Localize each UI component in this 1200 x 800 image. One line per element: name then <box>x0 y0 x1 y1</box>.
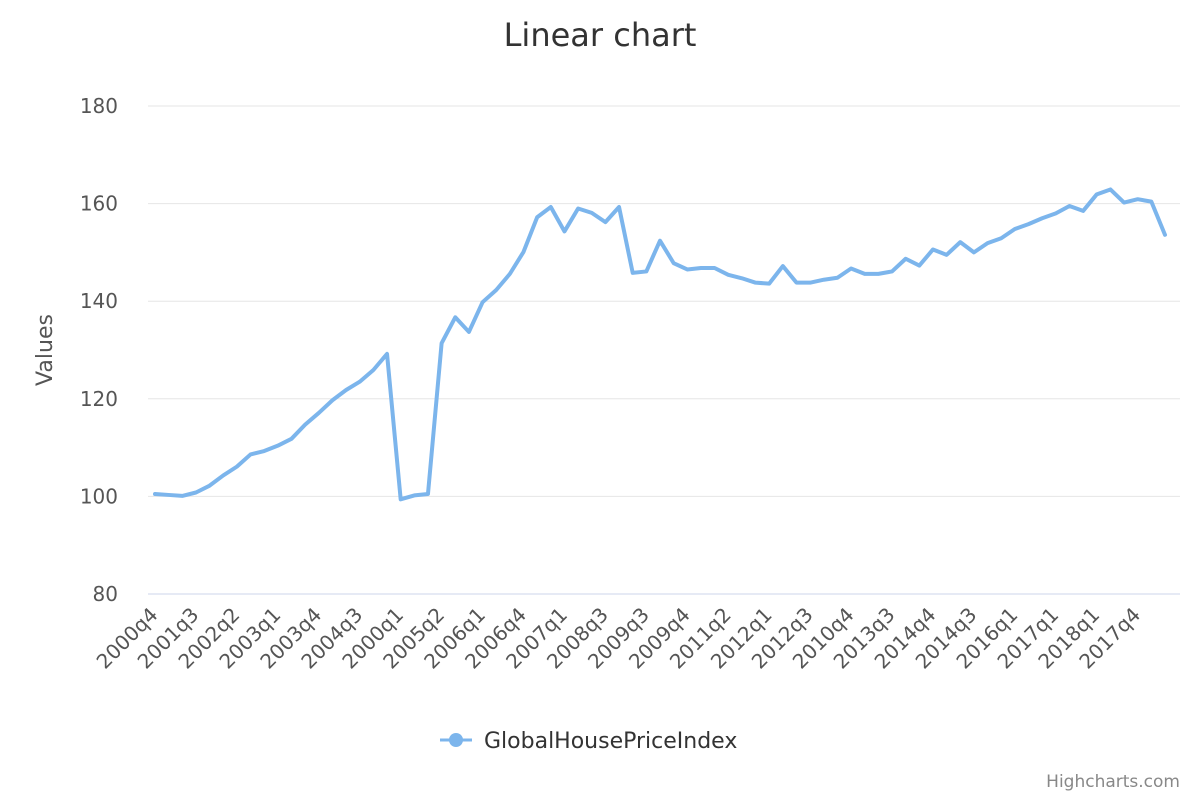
chart-title: Linear chart <box>504 16 697 54</box>
grid-lines <box>148 105 1180 497</box>
data-point[interactable] <box>697 264 705 272</box>
data-point[interactable] <box>929 245 937 253</box>
series-line[interactable] <box>153 187 1167 502</box>
data-point[interactable] <box>1161 231 1169 239</box>
data-point[interactable] <box>956 238 964 246</box>
data-point[interactable] <box>874 270 882 278</box>
data-point[interactable] <box>861 270 869 278</box>
data-point[interactable] <box>301 421 309 429</box>
data-point[interactable] <box>601 218 609 226</box>
legend-label: GlobalHousePriceIndex <box>484 729 737 754</box>
data-point[interactable] <box>943 251 951 259</box>
data-point[interactable] <box>1106 185 1114 193</box>
data-point[interactable] <box>547 203 555 211</box>
data-point[interactable] <box>506 270 514 278</box>
data-point[interactable] <box>765 280 773 288</box>
series-group <box>151 185 1169 503</box>
data-point[interactable] <box>1052 209 1060 217</box>
data-point[interactable] <box>1120 199 1128 207</box>
data-point[interactable] <box>397 495 405 503</box>
data-point[interactable] <box>424 490 432 498</box>
y-tick-label: 120 <box>80 387 118 411</box>
data-point[interactable] <box>451 313 459 321</box>
y-tick-label: 100 <box>80 484 118 508</box>
data-point[interactable] <box>356 378 364 386</box>
data-point[interactable] <box>915 262 923 270</box>
legend-item[interactable]: GlobalHousePriceIndex <box>440 729 737 754</box>
data-point[interactable] <box>984 239 992 247</box>
data-point[interactable] <box>724 271 732 279</box>
data-point[interactable] <box>178 492 186 500</box>
data-point[interactable] <box>465 328 473 336</box>
data-point[interactable] <box>820 276 828 284</box>
data-point[interactable] <box>711 264 719 272</box>
data-point[interactable] <box>247 450 255 458</box>
data-point[interactable] <box>642 267 650 275</box>
data-point[interactable] <box>1147 198 1155 206</box>
data-point[interactable] <box>560 227 568 235</box>
y-tick-label: 180 <box>80 94 118 118</box>
data-point[interactable] <box>833 274 841 282</box>
data-point[interactable] <box>1025 220 1033 228</box>
data-point[interactable] <box>274 442 282 450</box>
data-point[interactable] <box>520 248 528 256</box>
data-point[interactable] <box>629 269 637 277</box>
data-point[interactable] <box>683 265 691 273</box>
data-point[interactable] <box>342 386 350 394</box>
data-point[interactable] <box>1093 190 1101 198</box>
data-point[interactable] <box>165 491 173 499</box>
data-point[interactable] <box>1134 195 1142 203</box>
data-point[interactable] <box>383 350 391 358</box>
data-point[interactable] <box>656 237 664 245</box>
data-point[interactable] <box>492 286 500 294</box>
data-point[interactable] <box>847 265 855 273</box>
data-point[interactable] <box>1038 214 1046 222</box>
data-point[interactable] <box>1011 225 1019 233</box>
y-tick-label: 80 <box>93 582 118 606</box>
data-point[interactable] <box>806 279 814 287</box>
data-point[interactable] <box>151 490 159 498</box>
data-point[interactable] <box>792 279 800 287</box>
credits-link[interactable]: Highcharts.com <box>1046 772 1180 792</box>
legend-marker <box>449 733 463 747</box>
data-point[interactable] <box>438 339 446 347</box>
data-point[interactable] <box>997 234 1005 242</box>
data-point[interactable] <box>219 471 227 479</box>
data-point[interactable] <box>670 259 678 267</box>
data-point[interactable] <box>287 435 295 443</box>
data-point[interactable] <box>779 262 787 270</box>
data-point[interactable] <box>410 491 418 499</box>
y-tick-label: 160 <box>80 192 118 216</box>
data-point[interactable] <box>233 463 241 471</box>
data-point[interactable] <box>902 255 910 263</box>
data-point[interactable] <box>315 409 323 417</box>
data-point[interactable] <box>328 396 336 404</box>
data-point[interactable] <box>970 248 978 256</box>
x-axis-labels: 2000q42001q32002q22003q12003q42004q32000… <box>92 603 1146 674</box>
data-point[interactable] <box>479 298 487 306</box>
data-point[interactable] <box>615 203 623 211</box>
data-point[interactable] <box>888 267 896 275</box>
data-point[interactable] <box>533 213 541 221</box>
data-point[interactable] <box>738 274 746 282</box>
data-point[interactable] <box>192 488 200 496</box>
y-tick-label: 140 <box>80 289 118 313</box>
data-point[interactable] <box>752 279 760 287</box>
data-point[interactable] <box>369 366 377 374</box>
y-axis-labels: 80 100 120 140 160 180 <box>80 94 118 606</box>
data-point[interactable] <box>1065 202 1073 210</box>
data-point[interactable] <box>260 447 268 455</box>
data-point[interactable] <box>574 204 582 212</box>
data-point[interactable] <box>206 482 214 490</box>
data-point[interactable] <box>1079 207 1087 215</box>
data-point[interactable] <box>588 209 596 217</box>
y-axis-title: Values <box>33 314 58 386</box>
